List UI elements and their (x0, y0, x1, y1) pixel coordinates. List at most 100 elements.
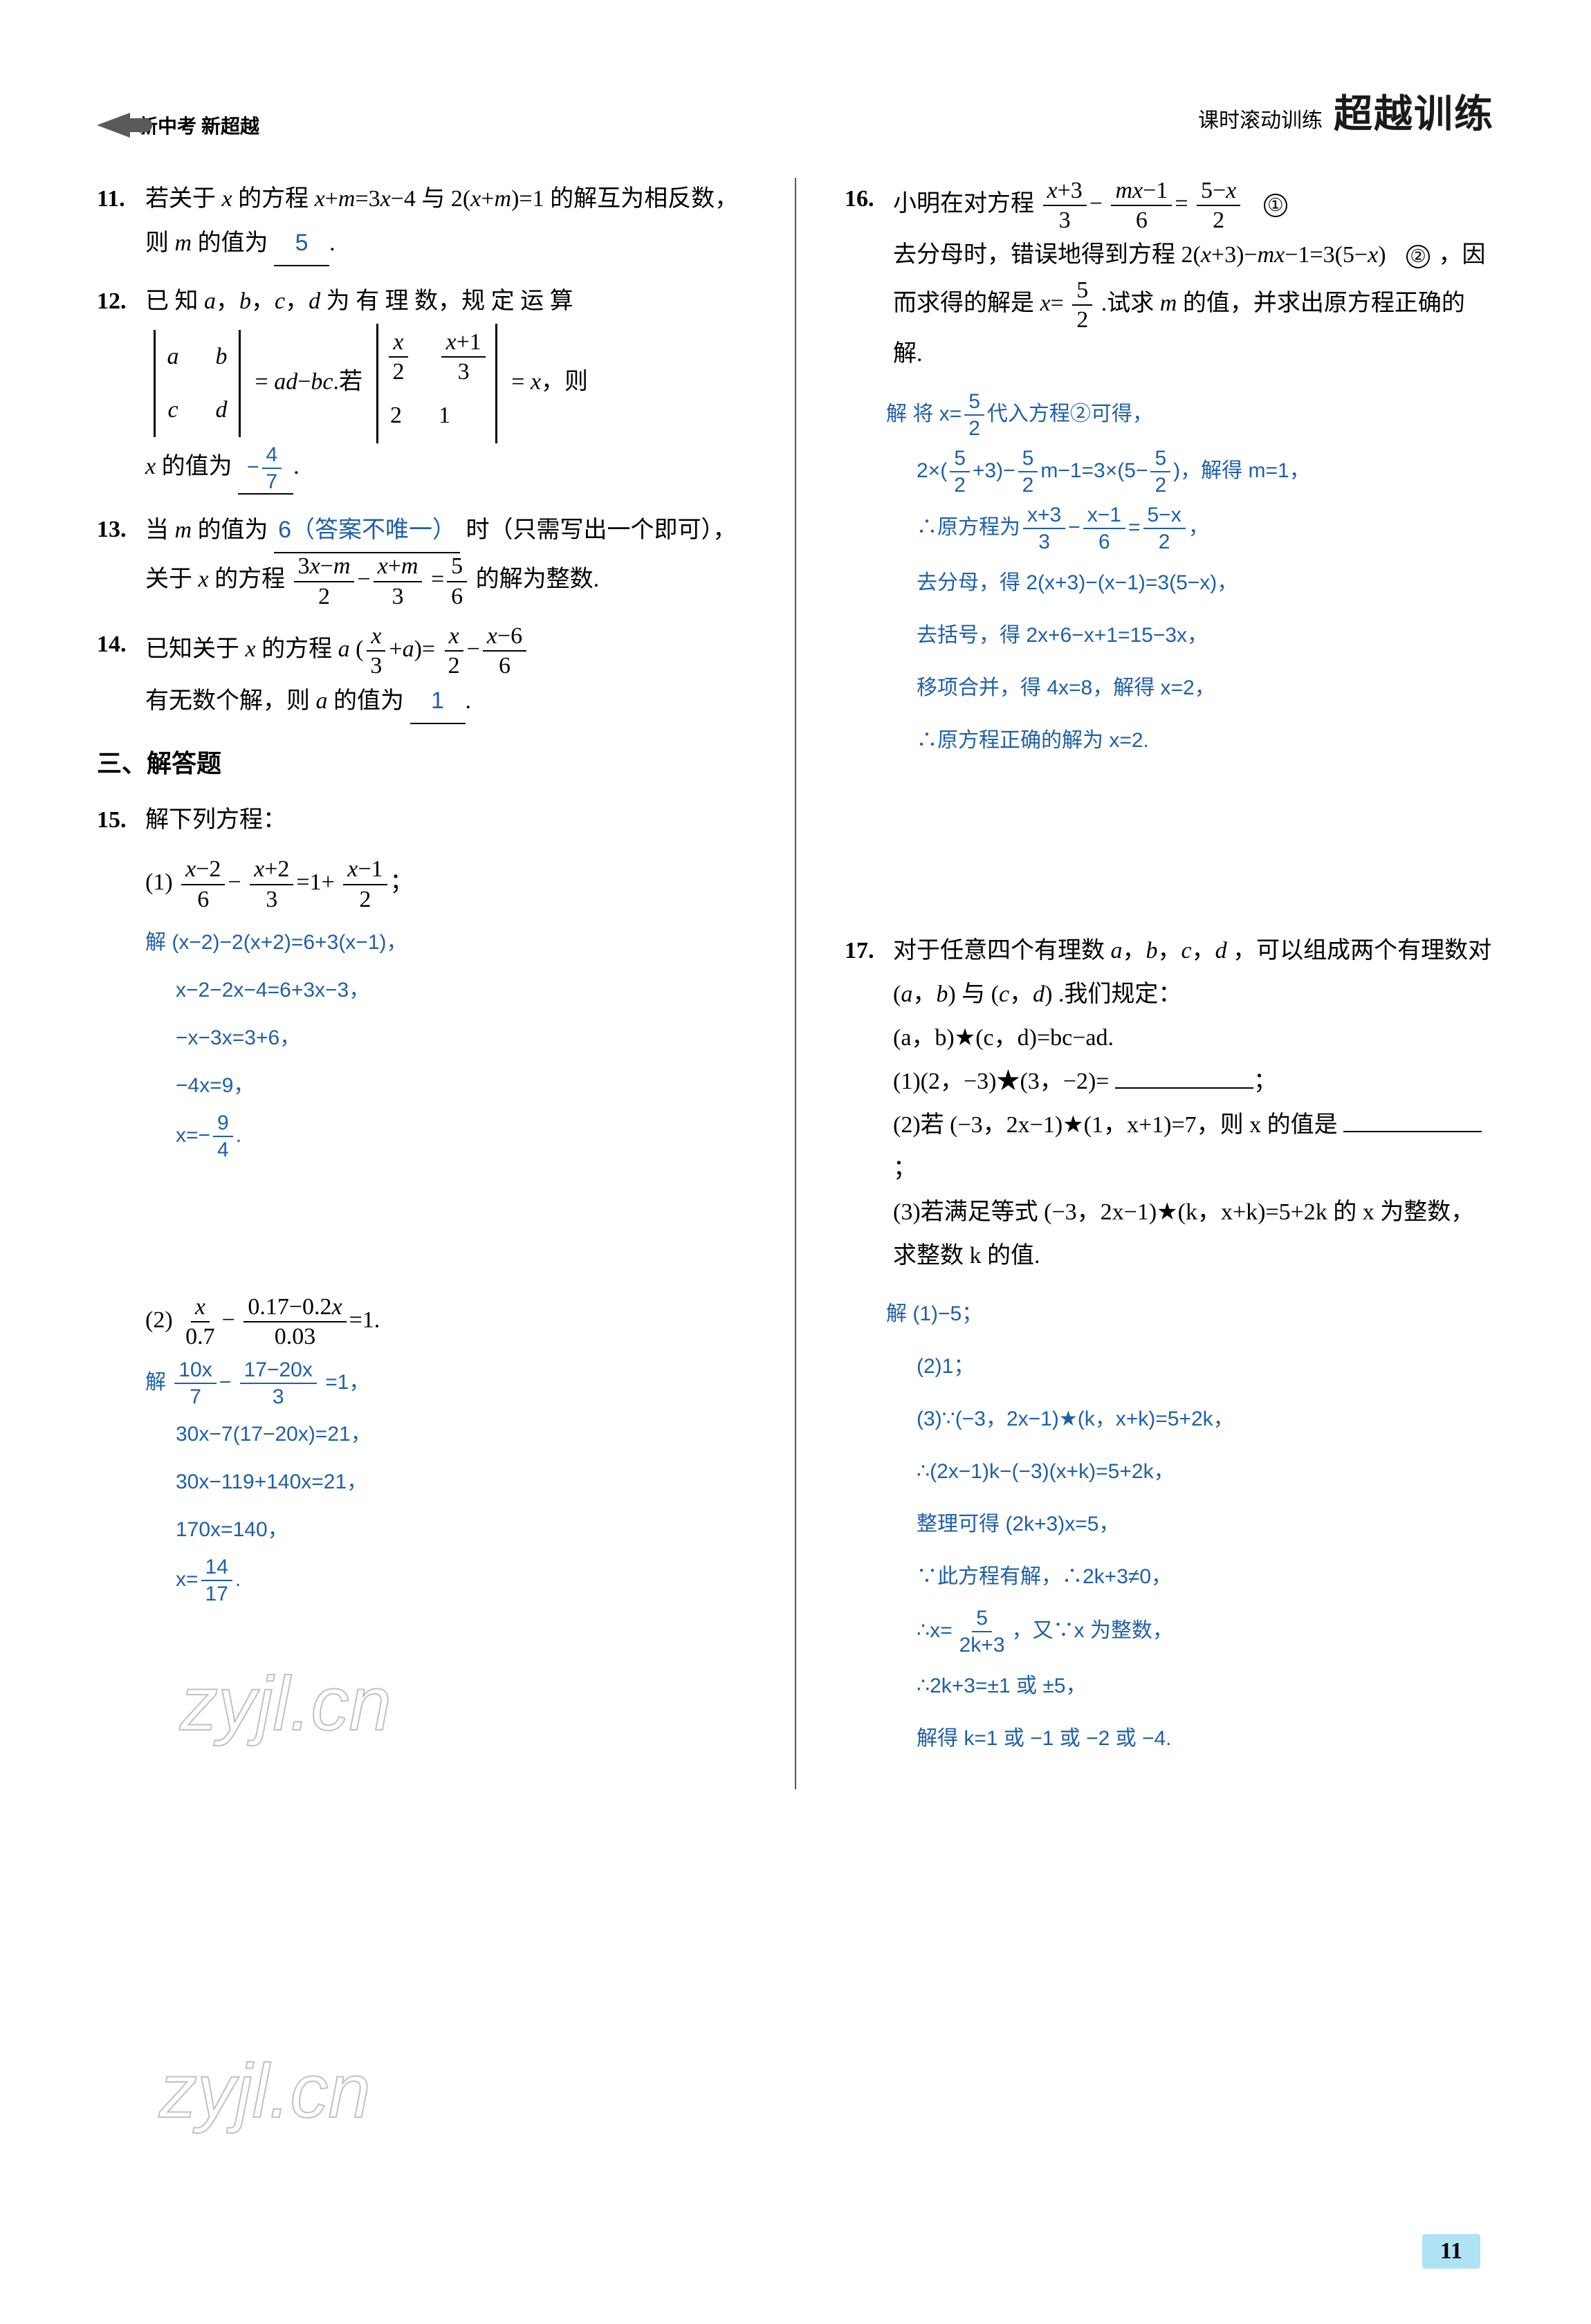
text: ； (1253, 1069, 1277, 1094)
text: .试求 (1101, 290, 1160, 316)
text: 的值为 (156, 454, 232, 479)
problem-body: 已知关于 x 的方程 a (x3+a)= x2−x−66 有无数个解，则 a 的… (145, 623, 746, 724)
determinant-icon: ab cd (149, 330, 245, 438)
solution-line: ∴(2x−1)k−(−3)(x+k)=5+2k， (886, 1449, 1494, 1495)
text: x=− (176, 1124, 210, 1147)
solution-line: (2)1； (886, 1344, 1494, 1390)
page-number: 11 (1422, 2234, 1480, 2269)
problem-number: 15. (97, 799, 145, 842)
problem-body: 已 知 a，b，c，d 为 有 理 数，规 定 运 算 ab cd = ad−b… (145, 280, 746, 495)
text: (a，b)★(c，d)=bc−ad. (893, 1025, 1114, 1051)
problem-body: 小明在对方程 x+33− mx−16= 5−x2 ① 去分母时，错误地得到方程 … (893, 178, 1494, 376)
header-right: 课时滚动训练 超越训练 (1198, 83, 1494, 139)
solution-line: 解 (x−2)−2(x+2)=6+3(x−1)， (145, 921, 746, 964)
text: 若关于 (145, 186, 222, 212)
page-header: 新中考 新超越 课时滚动训练 超越训练 (97, 83, 1494, 145)
solution-line: x−2−2x−4=6+3x−3， (145, 968, 746, 1012)
text: x= (176, 1568, 199, 1591)
text: ，则 (541, 369, 588, 394)
answer-blank (1343, 1131, 1482, 1132)
text: ∴原方程为 (917, 516, 1020, 539)
text: .我们规定： (1058, 981, 1182, 1007)
circled-number-icon: ② (1406, 245, 1430, 268)
solution-line: 去分母，得 2(x+3)−(x−1)=3(5−x)， (886, 560, 1494, 606)
text: (1)(2，−3)★(3，−2)= (893, 1069, 1109, 1094)
text: x−1 (1083, 504, 1125, 529)
problem-12: 12. 已 知 a，b，c，d 为 有 理 数，规 定 运 算 ab cd = … (97, 280, 746, 495)
content-columns: 11. 若关于 x 的方程 x+m=3x−4 与 2(x+m)=1 的解互为相反… (97, 178, 1494, 1789)
text: ，可以组成两个有理数对 (1233, 938, 1491, 963)
left-column: 11. 若关于 x 的方程 x+m=3x−4 与 2(x+m)=1 的解互为相反… (97, 178, 746, 1789)
text: ，解得 m=1， (1180, 459, 1310, 482)
text: 2 (964, 416, 984, 440)
text: (2)若 (−3，2x−1)★(1，x+1)=7，则 x 的值是 (893, 1112, 1338, 1138)
text: 的方程 (214, 566, 285, 592)
solution-line: ∴原方程正确的解为 x=2. (886, 718, 1494, 764)
solution-line: ∴2k+3=±1 或 ±5， (886, 1663, 1494, 1709)
text: 的值为 (198, 517, 268, 543)
problem-11: 11. 若关于 x 的方程 x+m=3x−4 与 2(x+m)=1 的解互为相反… (97, 178, 746, 266)
text: − (247, 456, 259, 479)
subproblem-2: (2) x0.7− 0.17−0.2x0.03=1. (97, 1294, 746, 1350)
problem-body: 若关于 x 的方程 x+m=3x−4 与 2(x+m)=1 的解互为相反数，则 … (145, 178, 746, 266)
text: − (1068, 516, 1080, 539)
text: − (1003, 459, 1015, 482)
text: 17−20x (240, 1358, 317, 1384)
text: 小明在对方程 (893, 191, 1034, 216)
text: . (466, 688, 472, 714)
text: 解 将 x= (886, 403, 962, 425)
text: 的方程 (261, 636, 338, 662)
section-title: 三、解答题 (97, 741, 746, 787)
problem-body: 当 m 的值为 6（答案不唯一） 时（只需写出一个即可），关于 x 的方程 3x… (145, 508, 746, 609)
text: 的方程 (238, 186, 315, 212)
solution-line: 30x−119+140x=21， (145, 1460, 746, 1504)
text: 17 (201, 1581, 232, 1605)
solution-line: −4x=9， (145, 1064, 746, 1107)
solution-line: (3)∵(−3，2x−1)★(k，x+k)=5+2k， (886, 1396, 1494, 1442)
solution-16: 解 将 x=52代入方程②可得， 2×(52+3)−52m−1=3×(5−52)… (845, 390, 1494, 764)
solution-line: 30x−7(17−20x)=21， (145, 1412, 746, 1456)
answer-blank (1115, 1087, 1253, 1089)
text: 已知关于 (145, 636, 246, 662)
text: ，又∵x 为整数， (1012, 1619, 1173, 1642)
solution-line: 解 10x7− 17−20x3 =1， (145, 1358, 746, 1408)
text: 为 有 理 数，规 定 运 算 (327, 288, 573, 314)
watermark: zyjl.cn (159, 2047, 371, 2135)
solution-line: −x−3x=3+6， (145, 1016, 746, 1060)
text: 解 (145, 1371, 172, 1394)
problem-number: 11. (97, 178, 145, 266)
text: .若 (333, 369, 362, 394)
right-column: 16. 小明在对方程 x+33− mx−16= 5−x2 ① 去分母时，错误地得… (845, 178, 1494, 1789)
problem-13: 13. 当 m 的值为 6（答案不唯一） 时（只需写出一个即可），关于 x 的方… (97, 508, 746, 609)
text: 2 (1150, 472, 1170, 497)
text: =1， (325, 1371, 369, 1394)
solution-line: 2×(52+3)−52m−1=3×(5−52)，解得 m=1， (886, 447, 1494, 497)
solution-line: ∴x=52k+3，又∵x 为整数， (886, 1607, 1494, 1657)
text: 7 (185, 1384, 205, 1408)
solution-line: ∵此方程有解，∴2k+3≠0， (886, 1554, 1494, 1600)
solution-17: 解 (1)−5； (2)1； (3)∵(−3，2x−1)★(k，x+k)=5+2… (845, 1291, 1494, 1762)
problem-number: 13. (97, 508, 145, 609)
text: 2× (917, 459, 940, 482)
text: 5 (1018, 447, 1038, 472)
text: 5− (1124, 459, 1148, 482)
text: m−1=3× (1040, 459, 1117, 482)
text: . (329, 230, 335, 256)
header-title: 超越训练 (1334, 83, 1494, 139)
arrow-icon (97, 113, 130, 138)
solution-line: x=−94. (145, 1112, 746, 1161)
solution-line: 去括号，得 2x+6−x+1=15−3x， (886, 613, 1494, 658)
header-subtitle: 课时滚动训练 (1198, 103, 1323, 133)
text: 的值为 (333, 688, 404, 714)
text: 5 (972, 1607, 992, 1632)
text: 4 (262, 443, 282, 469)
answer-blank: 6（答案不唯一） (274, 508, 460, 553)
text: 的解为整数. (476, 566, 600, 592)
text: 的值为 (198, 230, 268, 256)
text: 3 (268, 1384, 288, 1408)
text: 9 (213, 1112, 233, 1137)
text: ； (893, 1156, 917, 1181)
solution-1: 解 (x−2)−2(x+2)=6+3(x−1)， x−2−2x−4=6+3x−3… (97, 921, 746, 1161)
solution-line: 解 将 x=52代入方程②可得， (886, 390, 1494, 440)
problem-body: 解下列方程： (145, 799, 746, 842)
